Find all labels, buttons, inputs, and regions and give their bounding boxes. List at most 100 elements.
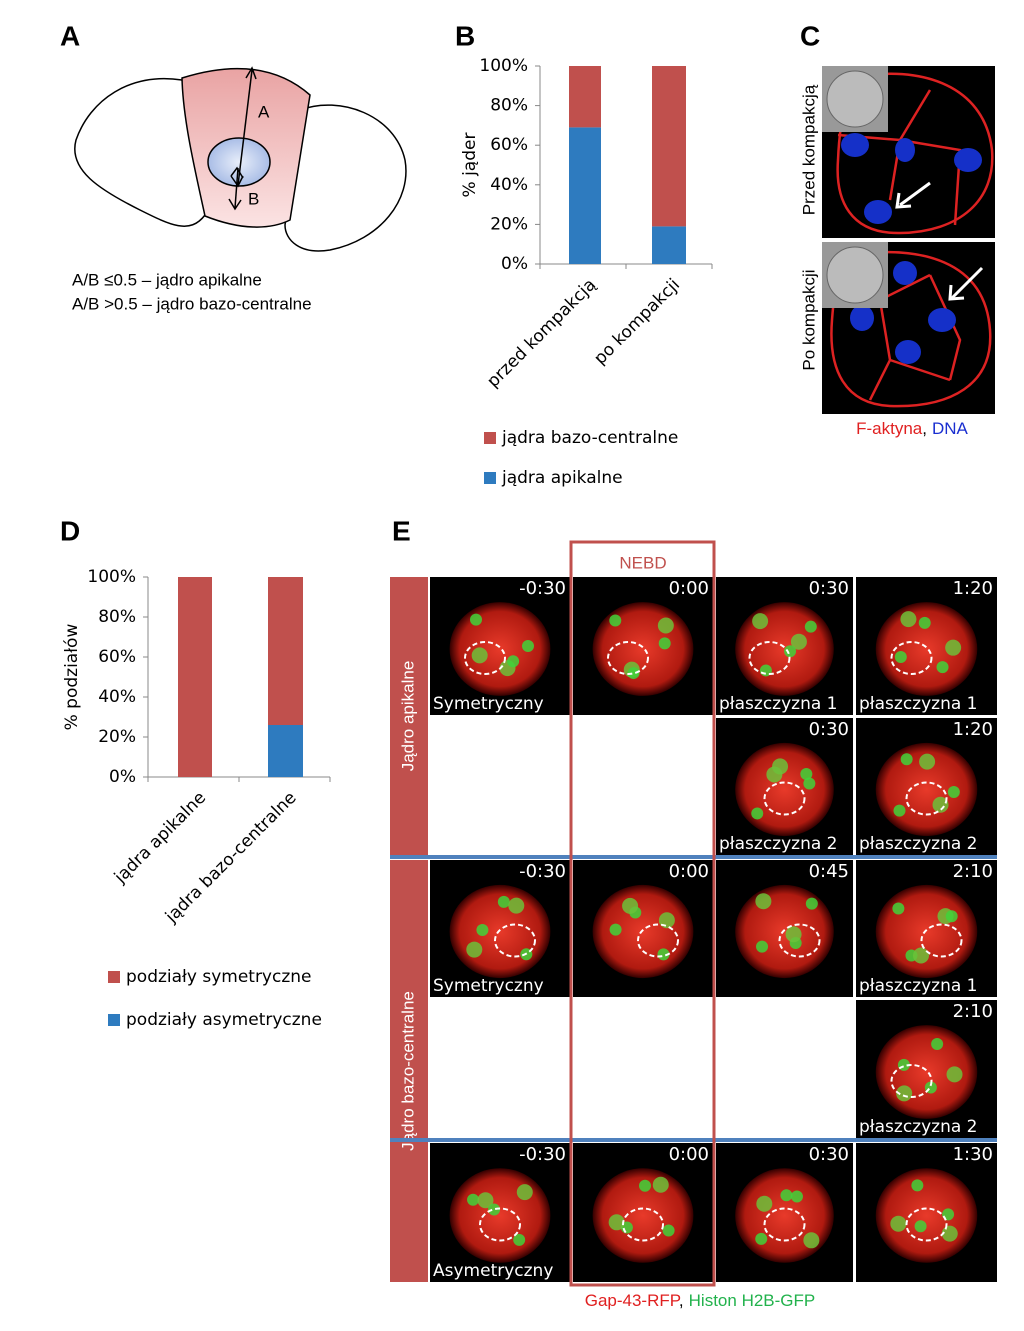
caption-part: , bbox=[679, 1291, 684, 1310]
nucleus bbox=[803, 1232, 820, 1249]
legend-text: A/B >0.5 – jądro bazo-centralne bbox=[72, 294, 312, 313]
y-axis-label: % jąder bbox=[460, 133, 480, 198]
nucleus bbox=[790, 633, 807, 650]
nucleus bbox=[790, 1190, 803, 1203]
row-group-label: Jądro bazo-centralne bbox=[398, 991, 417, 1151]
row-group-label: Jądro apikalne bbox=[398, 661, 417, 772]
nucleus bbox=[658, 912, 675, 929]
nucleus bbox=[622, 897, 639, 914]
outline bbox=[494, 923, 536, 958]
nucleus bbox=[755, 893, 772, 910]
cell-label: płaszczyzna 1 bbox=[719, 694, 838, 714]
y-axis-label: % podziałów bbox=[62, 624, 82, 731]
nucleus bbox=[522, 640, 534, 652]
outline bbox=[778, 923, 821, 958]
time-label: 0:45 bbox=[809, 861, 849, 882]
arrow-label: A bbox=[258, 102, 270, 121]
nucleus bbox=[918, 616, 931, 629]
nucleus bbox=[657, 617, 674, 634]
nucleus bbox=[912, 947, 929, 964]
nucleus bbox=[751, 807, 764, 820]
column-label: NEBD bbox=[619, 553, 666, 572]
nucleus bbox=[766, 766, 783, 783]
nucleus bbox=[658, 637, 671, 650]
row-group bbox=[390, 577, 428, 855]
nucleus bbox=[467, 1193, 480, 1206]
nucleus bbox=[804, 620, 817, 633]
nucleus bbox=[919, 753, 936, 770]
nucleus bbox=[805, 897, 818, 910]
bar-segment bbox=[569, 127, 601, 264]
time-label: 2:10 bbox=[953, 861, 993, 882]
legend-text: A/B ≤0.5 – jądro apikalne bbox=[72, 270, 262, 289]
cell-label: płaszczyzna 2 bbox=[859, 1117, 978, 1137]
embryo bbox=[592, 1168, 694, 1263]
nucleus bbox=[627, 667, 640, 680]
nucleus bbox=[470, 613, 483, 626]
time-label: -0:30 bbox=[519, 578, 566, 599]
panel-letter: E bbox=[392, 515, 411, 546]
y-tick-label: 80% bbox=[490, 96, 528, 116]
outline bbox=[464, 641, 506, 675]
legend-swatch bbox=[108, 1014, 120, 1026]
y-tick-label: 60% bbox=[490, 135, 528, 155]
time-label: -0:30 bbox=[519, 861, 566, 882]
nucleus bbox=[639, 1179, 652, 1192]
caption-part: Gap-43-RFP bbox=[585, 1291, 681, 1310]
y-tick-label: 80% bbox=[98, 607, 136, 627]
time-label: 0:00 bbox=[669, 1144, 709, 1165]
time-label: 0:00 bbox=[669, 861, 709, 882]
nucleus bbox=[900, 611, 917, 628]
nucleus bbox=[780, 1189, 793, 1202]
row-label: Przed kompakcją bbox=[799, 84, 818, 215]
embryo bbox=[875, 884, 978, 979]
nucleus bbox=[945, 910, 958, 923]
nucleus bbox=[513, 1233, 526, 1246]
embryo bbox=[735, 742, 834, 837]
outline bbox=[763, 1207, 806, 1242]
nucleus bbox=[942, 1208, 955, 1221]
panel-letter: A bbox=[60, 20, 80, 51]
legend-swatch bbox=[484, 432, 496, 444]
nucleus bbox=[756, 1195, 773, 1212]
time-label: -0:30 bbox=[519, 1144, 566, 1165]
panel-letter: B bbox=[455, 20, 475, 51]
y-tick-label: 0% bbox=[109, 767, 136, 787]
nucleus bbox=[488, 1203, 501, 1216]
time-label: 1:30 bbox=[953, 1144, 993, 1165]
outline bbox=[890, 1064, 933, 1098]
caption-part: , bbox=[922, 419, 927, 438]
nucleus bbox=[652, 1176, 669, 1193]
nucleus bbox=[755, 1232, 768, 1245]
nucleus bbox=[914, 1220, 927, 1233]
nucleus bbox=[662, 1224, 675, 1237]
time-label: 0:00 bbox=[669, 578, 709, 599]
embryo bbox=[735, 884, 834, 979]
nucleus bbox=[752, 613, 769, 630]
cell-label: płaszczyzna 1 bbox=[859, 976, 978, 996]
nucleus bbox=[894, 650, 907, 663]
nucleus bbox=[803, 777, 816, 790]
nucleus bbox=[784, 645, 797, 658]
legend-label: jądra apikalne bbox=[501, 468, 623, 488]
legend-swatch bbox=[108, 971, 120, 983]
caption-part: Histon H2B-GFP bbox=[689, 1291, 816, 1310]
caption: F-aktyna, DNA bbox=[856, 419, 968, 438]
y-tick-label: 100% bbox=[479, 56, 528, 76]
nucleus bbox=[756, 940, 769, 953]
embryo bbox=[449, 602, 551, 696]
time-label: 2:10 bbox=[953, 1001, 993, 1022]
time-label: 0:30 bbox=[809, 1144, 849, 1165]
nucleus bbox=[609, 614, 622, 627]
nucleus bbox=[800, 767, 813, 780]
embryo-diagram bbox=[74, 66, 407, 252]
bar-segment bbox=[652, 226, 686, 264]
nucleus bbox=[911, 1179, 924, 1192]
cell-label: płaszczyzna 1 bbox=[859, 694, 978, 714]
nucleus bbox=[508, 897, 525, 914]
embryo bbox=[735, 1168, 834, 1263]
x-tick-label: jądra apikalne bbox=[110, 788, 210, 888]
cell-label: Symetryczny bbox=[433, 976, 544, 996]
nucleus bbox=[477, 1192, 494, 1209]
